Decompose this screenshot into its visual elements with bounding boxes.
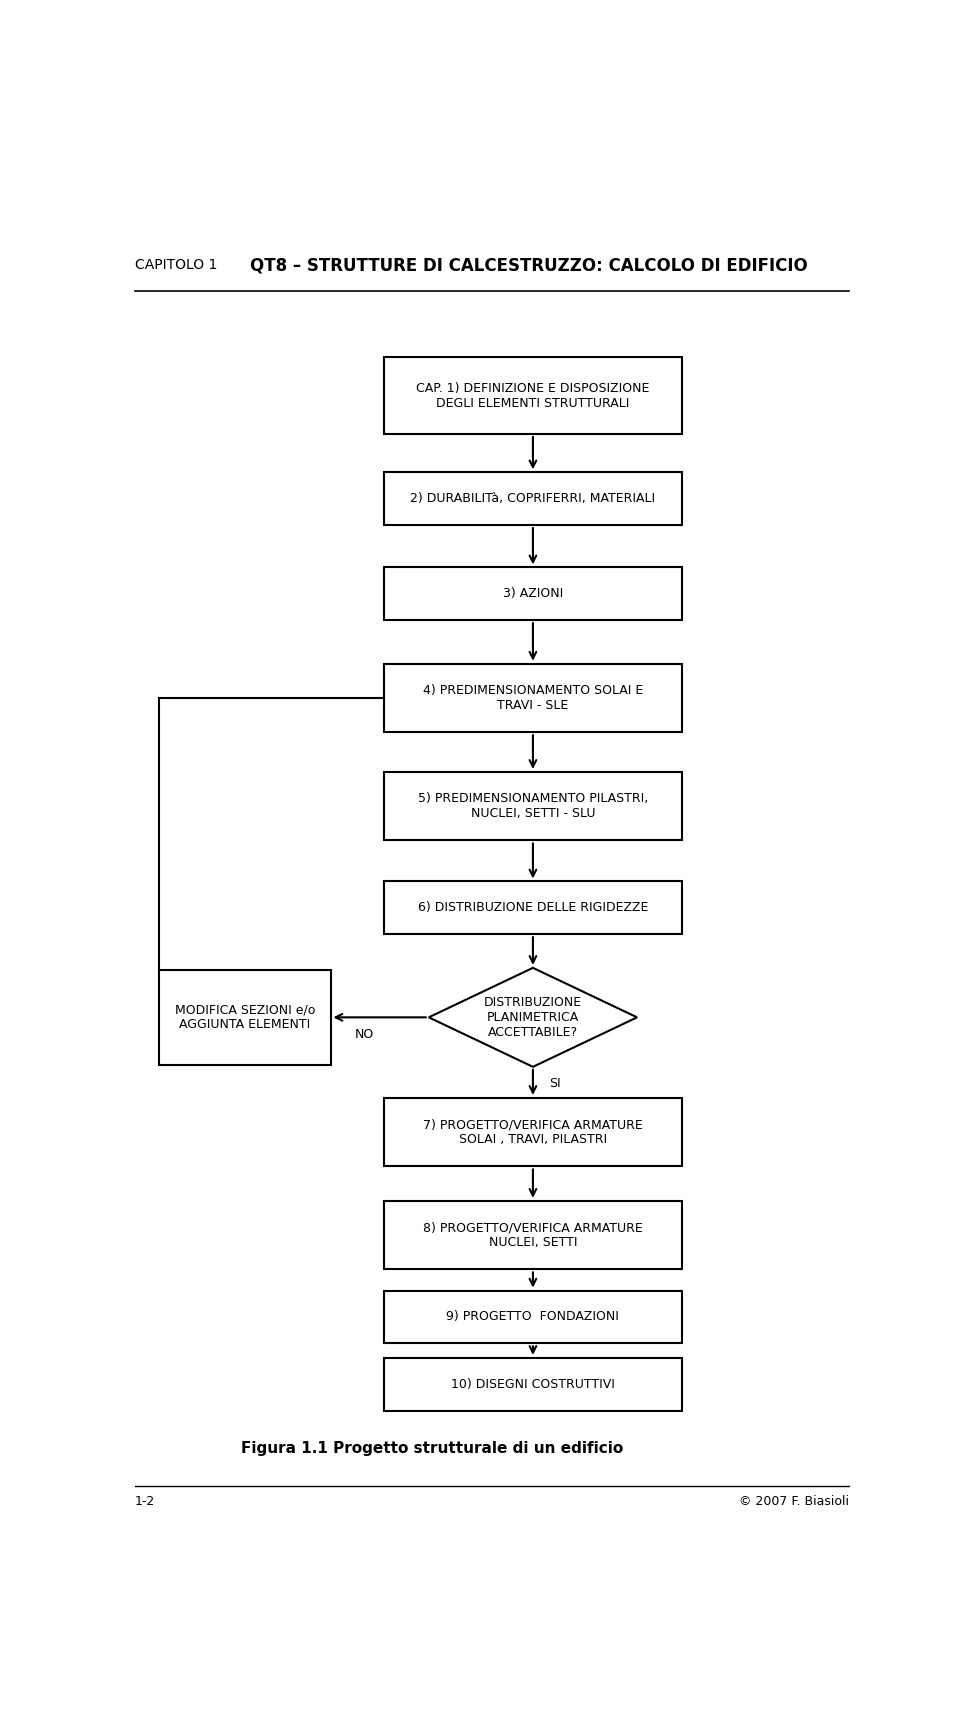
FancyBboxPatch shape: [159, 970, 330, 1064]
FancyBboxPatch shape: [384, 473, 682, 524]
Text: 2) DURABILITà, COPRIFERRI, MATERIALI: 2) DURABILITà, COPRIFERRI, MATERIALI: [410, 492, 656, 506]
FancyBboxPatch shape: [384, 567, 682, 620]
Text: 3) AZIONI: 3) AZIONI: [503, 588, 564, 600]
Text: © 2007 F. Biasioli: © 2007 F. Biasioli: [739, 1495, 849, 1508]
Text: 4) PREDIMENSIONAMENTO SOLAI E
TRAVI - SLE: 4) PREDIMENSIONAMENTO SOLAI E TRAVI - SL…: [422, 684, 643, 711]
FancyBboxPatch shape: [384, 358, 682, 434]
Text: 8) PROGETTO/VERIFICA ARMATURE
NUCLEI, SETTI: 8) PROGETTO/VERIFICA ARMATURE NUCLEI, SE…: [423, 1220, 643, 1250]
Text: 7) PROGETTO/VERIFICA ARMATURE
SOLAI , TRAVI, PILASTRI: 7) PROGETTO/VERIFICA ARMATURE SOLAI , TR…: [423, 1118, 643, 1147]
FancyBboxPatch shape: [384, 1202, 682, 1270]
Text: NO: NO: [355, 1028, 374, 1040]
FancyBboxPatch shape: [384, 1291, 682, 1344]
FancyBboxPatch shape: [384, 881, 682, 934]
FancyBboxPatch shape: [384, 1099, 682, 1167]
Text: CAP. 1) DEFINIZIONE E DISPOSIZIONE
DEGLI ELEMENTI STRUTTURALI: CAP. 1) DEFINIZIONE E DISPOSIZIONE DEGLI…: [417, 382, 650, 410]
Text: 6) DISTRIBUZIONE DELLE RIGIDEZZE: 6) DISTRIBUZIONE DELLE RIGIDEZZE: [418, 902, 648, 914]
Text: 5) PREDIMENSIONAMENTO PILASTRI,
NUCLEI, SETTI - SLU: 5) PREDIMENSIONAMENTO PILASTRI, NUCLEI, …: [418, 792, 648, 821]
FancyBboxPatch shape: [384, 1357, 682, 1411]
Text: DISTRIBUZIONE
PLANIMETRICA
ACCETTABILE?: DISTRIBUZIONE PLANIMETRICA ACCETTABILE?: [484, 996, 582, 1039]
Text: CAPITOLO 1: CAPITOLO 1: [134, 259, 217, 273]
Text: 1-2: 1-2: [134, 1495, 156, 1508]
Text: SI: SI: [549, 1078, 561, 1090]
Polygon shape: [429, 968, 637, 1066]
Text: Figura 1.1 Progetto strutturale di un edificio: Figura 1.1 Progetto strutturale di un ed…: [241, 1441, 624, 1457]
FancyBboxPatch shape: [384, 771, 682, 840]
FancyBboxPatch shape: [384, 663, 682, 732]
Text: MODIFICA SEZIONI e/o
AGGIUNTA ELEMENTI: MODIFICA SEZIONI e/o AGGIUNTA ELEMENTI: [175, 1003, 315, 1032]
Text: 10) DISEGNI COSTRUTTIVI: 10) DISEGNI COSTRUTTIVI: [451, 1378, 614, 1390]
Text: 9) PROGETTO  FONDAZIONI: 9) PROGETTO FONDAZIONI: [446, 1311, 619, 1323]
Text: QT8 – STRUTTURE DI CALCESTRUZZO: CALCOLO DI EDIFICIO: QT8 – STRUTTURE DI CALCESTRUZZO: CALCOLO…: [251, 255, 808, 274]
